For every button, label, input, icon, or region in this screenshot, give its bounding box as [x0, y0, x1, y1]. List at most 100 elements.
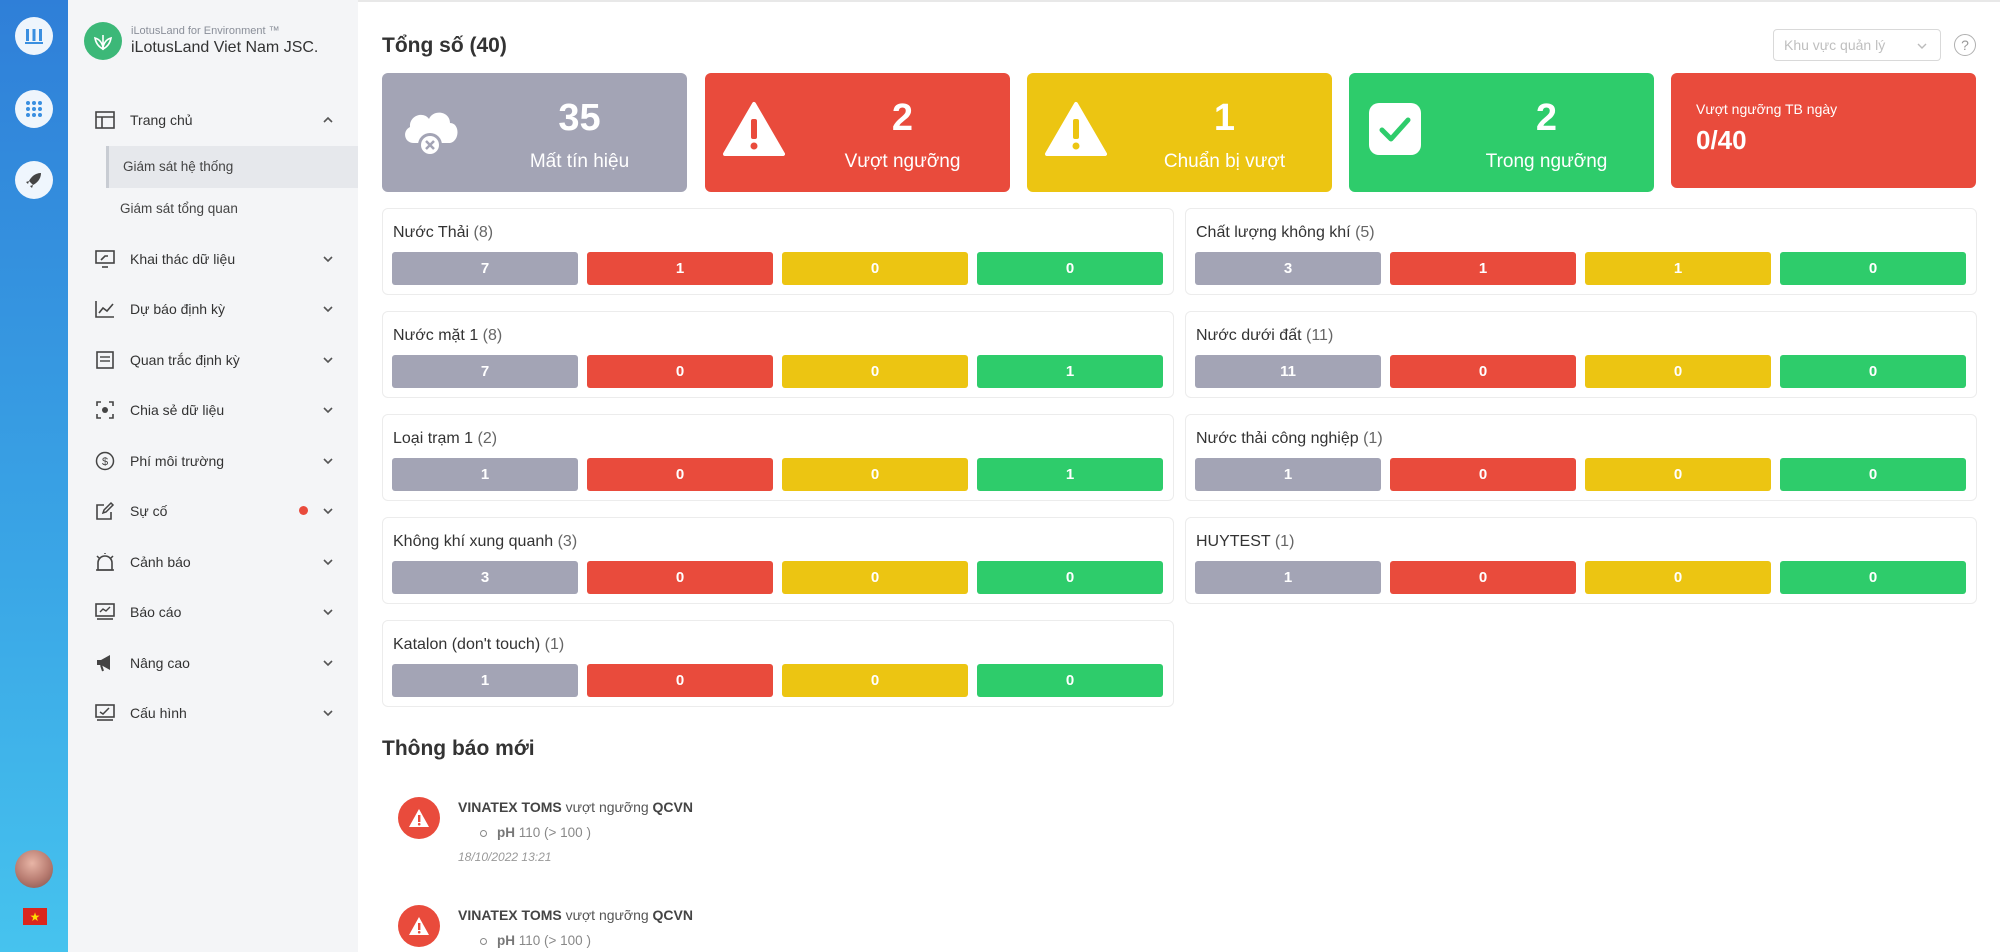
station-group-card[interactable]: Nước mặt 1 (8) 7 0 0 1: [382, 311, 1174, 398]
notification-standard: QCVN: [652, 907, 693, 923]
station-status-bar[interactable]: 0: [1780, 561, 1966, 594]
bullet-icon: [480, 829, 487, 837]
focus-frame-icon: [94, 399, 116, 421]
station-status-bar[interactable]: 1: [1585, 252, 1771, 285]
station-group-count: (3): [557, 533, 578, 550]
station-group-card[interactable]: Nước Thải (8) 7 1 0 0: [382, 208, 1174, 295]
station-group-card[interactable]: Nước dưới đất (11) 11 0 0 0: [1185, 311, 1977, 398]
summary-card-within-threshold[interactable]: 2 Trong ngưỡng: [1349, 73, 1654, 192]
sidebar-item-periodic-monitoring[interactable]: Quan trắc định kỳ: [68, 335, 358, 386]
station-status-bar[interactable]: 0: [587, 458, 773, 491]
sidebar-item-label: Khai thác dữ liệu: [130, 250, 236, 267]
sidebar-item-incident[interactable]: Sự cố: [68, 486, 358, 537]
station-status-bar[interactable]: 0: [587, 664, 773, 697]
station-status-bar[interactable]: 0: [1780, 458, 1966, 491]
station-status-bar[interactable]: 0: [1585, 355, 1771, 388]
station-status-bar[interactable]: 0: [587, 561, 773, 594]
sidebar-item-data-mining[interactable]: Khai thác dữ liệu: [68, 234, 358, 285]
summary-card-near-exceed[interactable]: 1 Chuẩn bị vượt: [1027, 73, 1332, 192]
station-status-bar[interactable]: 1: [1195, 561, 1381, 594]
sidebar-item-label: Dự báo định kỳ: [130, 301, 225, 318]
sidebar-item-label: Cấu hình: [130, 705, 187, 722]
station-status-bar[interactable]: 11: [1195, 355, 1381, 388]
station-status-bar[interactable]: 0: [1390, 458, 1576, 491]
region-select-placeholder: Khu vực quản lý: [1784, 37, 1886, 53]
notification-param: pH 110 (> 100 ): [480, 933, 591, 948]
help-icon[interactable]: ?: [1954, 34, 1976, 56]
station-status-bar[interactable]: 0: [782, 458, 968, 491]
station-status-bar[interactable]: 1: [977, 458, 1163, 491]
station-status-bar[interactable]: 3: [1195, 252, 1381, 285]
station-status-bar[interactable]: 0: [1780, 252, 1966, 285]
vietnam-flag-icon[interactable]: ★: [23, 908, 47, 925]
sidebar-item-report[interactable]: Báo cáo: [68, 587, 358, 638]
station-status-bar[interactable]: 0: [782, 252, 968, 285]
station-status-bar[interactable]: 7: [392, 355, 578, 388]
station-status-bar[interactable]: 0: [782, 355, 968, 388]
station-status-bar[interactable]: 0: [1585, 561, 1771, 594]
summary-count: 2: [891, 97, 914, 139]
region-select[interactable]: Khu vực quản lý: [1773, 29, 1941, 61]
station-status-bar[interactable]: 0: [977, 561, 1163, 594]
sidebar-subitem-system-monitor[interactable]: Giám sát hệ thống: [106, 145, 358, 188]
daily-average-exceed-card[interactable]: Vượt ngưỡng TB ngày 0/40: [1671, 73, 1976, 188]
chevron-down-icon: [323, 458, 333, 464]
summary-count: 2: [1535, 97, 1558, 139]
avatar[interactable]: [15, 850, 53, 888]
sidebar-item-data-sharing[interactable]: Chia sẻ dữ liệu: [68, 385, 358, 436]
station-status-bar[interactable]: 1: [392, 458, 578, 491]
station-status-bar[interactable]: 1: [392, 664, 578, 697]
station-status-bar[interactable]: 7: [392, 252, 578, 285]
sidebar: iLotusLand for Environment ™ iLotusLand …: [68, 0, 358, 952]
summary-card-exceeded[interactable]: 2 Vượt ngưỡng: [705, 73, 1010, 192]
warning-icon: [398, 905, 440, 947]
station-status-bar[interactable]: 3: [392, 561, 578, 594]
chevron-down-icon: [323, 660, 333, 666]
check-icon: [1369, 103, 1421, 155]
station-status-bar[interactable]: 0: [587, 355, 773, 388]
station-group-card[interactable]: Không khí xung quanh (3) 3 0 0 0: [382, 517, 1174, 604]
settings-screen-icon: [94, 702, 116, 724]
sidebar-item-config[interactable]: Cấu hình: [68, 688, 358, 739]
notification-status: vượt ngưỡng: [565, 799, 649, 815]
station-group-card[interactable]: HUYTEST (1) 1 0 0 0: [1185, 517, 1977, 604]
notification-standard: QCVN: [652, 799, 693, 815]
station-status-bar[interactable]: 0: [977, 252, 1163, 285]
station-group-card[interactable]: Nước thải công nghiệp (1) 1 0 0 0: [1185, 414, 1977, 501]
station-status-bar[interactable]: 1: [587, 252, 773, 285]
sidebar-item-label: Phí môi trường: [130, 452, 225, 469]
station-status-bar[interactable]: 1: [977, 355, 1163, 388]
sidebar-subitem-overview-monitor[interactable]: Giám sát tổng quan: [120, 201, 238, 216]
station-group-title: Chất lượng không khí (5): [1196, 224, 1375, 242]
station-status-bar[interactable]: 0: [977, 664, 1163, 697]
sidebar-item-label: Báo cáo: [130, 604, 182, 621]
apps-grid-icon[interactable]: [15, 90, 53, 128]
rocket-icon[interactable]: [15, 161, 53, 199]
station-group-name: Nước thải công nghiệp: [1196, 430, 1359, 447]
brand[interactable]: iLotusLand for Environment ™ iLotusLand …: [84, 22, 318, 60]
station-group-card[interactable]: Loại trạm 1 (2) 1 0 0 1: [382, 414, 1174, 501]
station-status-bar[interactable]: 0: [1390, 561, 1576, 594]
station-status-bar[interactable]: 1: [1390, 252, 1576, 285]
station-group-title: Loại trạm 1 (2): [393, 430, 497, 448]
report-screen-icon: [94, 601, 116, 623]
warning-icon: [1045, 102, 1107, 156]
sidebar-item-home[interactable]: Trang chủ: [68, 95, 358, 146]
station-status-bar[interactable]: 0: [782, 664, 968, 697]
station-status-bar[interactable]: 0: [1390, 355, 1576, 388]
sidebar-item-forecast[interactable]: Dự báo định kỳ: [68, 284, 358, 335]
summary-label: Mất tín hiệu: [529, 151, 630, 172]
warning-icon: [398, 797, 440, 839]
param-detail: 110 (> 100 ): [518, 933, 591, 948]
sidebar-item-environment-fee[interactable]: $ Phí môi trường: [68, 436, 358, 487]
sidebar-item-advanced[interactable]: Nâng cao: [68, 638, 358, 689]
chart-bars-icon[interactable]: [15, 17, 53, 55]
station-status-bar[interactable]: 1: [1195, 458, 1381, 491]
summary-card-lost-signal[interactable]: 35 Mất tín hiệu: [382, 73, 687, 192]
station-group-card[interactable]: Chất lượng không khí (5) 3 1 1 0: [1185, 208, 1977, 295]
station-status-bar[interactable]: 0: [1585, 458, 1771, 491]
station-group-card[interactable]: Katalon (don't touch) (1) 1 0 0 0: [382, 620, 1174, 707]
station-status-bar[interactable]: 0: [1780, 355, 1966, 388]
station-status-bar[interactable]: 0: [782, 561, 968, 594]
sidebar-item-alert[interactable]: Cảnh báo: [68, 537, 358, 588]
